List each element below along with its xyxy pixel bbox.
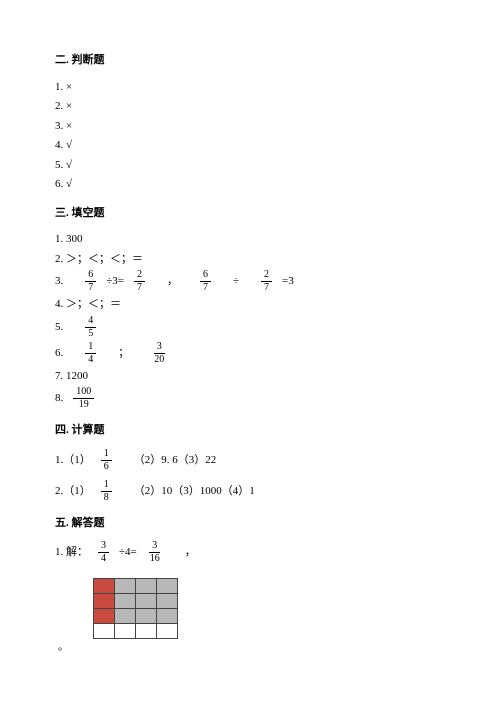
denominator: 5	[85, 328, 96, 339]
fraction: 18	[101, 480, 112, 503]
section5-title: 五. 解答题	[55, 515, 445, 532]
numerator: 2	[134, 270, 145, 282]
denominator: 16	[147, 553, 163, 564]
grid-cell	[157, 624, 178, 639]
text: （2）10（3）1000（4）1	[134, 483, 255, 500]
s4-l2: 2.（1） 18 （2）10（3）1000（4）1	[55, 480, 445, 503]
denominator: 7	[261, 282, 272, 293]
s2-item: 1. ×	[55, 79, 445, 96]
s3-l5: 5. 45	[55, 316, 445, 339]
text: ÷	[233, 273, 239, 290]
text: ÷4=	[119, 544, 137, 561]
numerator: 6	[200, 270, 211, 282]
numerator: 3	[154, 342, 165, 354]
grid-cell	[136, 594, 157, 609]
numerator: 3	[98, 541, 109, 553]
section2-title: 二. 判断题	[55, 52, 445, 69]
section4-title: 四. 计算题	[55, 422, 445, 439]
s2-item: 6. √	[55, 176, 445, 193]
answer-grid	[93, 578, 178, 639]
label: 8.	[55, 390, 63, 407]
grid-cell	[115, 579, 136, 594]
text: （2）9. 6（3）22	[134, 452, 217, 469]
s3-l1: 1. 300	[55, 231, 445, 248]
grid-cell	[115, 594, 136, 609]
fraction: 27	[261, 270, 272, 293]
s3-l3: 3. 67 ÷3= 27 ， 67 ÷ 27 =3	[55, 270, 445, 293]
numerator: 3	[149, 541, 160, 553]
s2-item: 2. ×	[55, 98, 445, 115]
denominator: 8	[101, 492, 112, 503]
label: 1. 解：	[55, 544, 88, 561]
fraction: 45	[85, 316, 96, 339]
grid-cell	[136, 579, 157, 594]
denominator: 4	[98, 553, 109, 564]
grid-cell	[157, 594, 178, 609]
numerator: 6	[85, 270, 96, 282]
denominator: 7	[85, 282, 96, 293]
grid-cell	[94, 624, 115, 639]
numerator: 100	[73, 387, 94, 399]
s3-l4: 4. ＞；＜；＝	[55, 296, 445, 313]
s2-item: 4. √	[55, 137, 445, 154]
numerator: 1	[101, 480, 112, 492]
s2-item: 3. ×	[55, 118, 445, 135]
fraction: 27	[134, 270, 145, 293]
denominator: 19	[76, 399, 92, 410]
denominator: 6	[101, 461, 112, 472]
text: ，	[185, 544, 196, 561]
text: ，	[167, 273, 178, 290]
denominator: 7	[134, 282, 145, 293]
numerator: 1	[101, 449, 112, 461]
s3-l6: 6. 14 ； 320	[55, 342, 445, 365]
grid-cell	[115, 609, 136, 624]
grid-cell	[94, 579, 115, 594]
grid-cell	[94, 609, 115, 624]
grid-cell	[157, 579, 178, 594]
label: 5.	[55, 319, 63, 336]
fraction: 316	[147, 541, 163, 564]
grid-cell	[94, 594, 115, 609]
text: ÷3=	[106, 273, 124, 290]
period: 。	[58, 642, 68, 653]
fraction: 10019	[73, 387, 94, 410]
fraction: 34	[98, 541, 109, 564]
fraction: 67	[85, 270, 96, 293]
grid-cell	[136, 609, 157, 624]
denominator: 20	[151, 354, 167, 365]
s4-l1: 1.（1） 16 （2）9. 6（3）22	[55, 449, 445, 472]
fraction: 320	[151, 342, 167, 365]
text: =3	[282, 273, 294, 290]
s5-l1: 1. 解： 34 ÷4= 316 ，	[55, 541, 445, 564]
text: ；	[118, 345, 129, 362]
s2-item: 5. √	[55, 157, 445, 174]
label: 6.	[55, 345, 63, 362]
denominator: 7	[200, 282, 211, 293]
grid-cell	[136, 624, 157, 639]
s3-l2: 2. ＞；＜；＜；＝	[55, 251, 445, 268]
label: 2.（1）	[55, 483, 91, 500]
fraction: 14	[85, 342, 96, 365]
grid-cell	[115, 624, 136, 639]
section3-title: 三. 填空题	[55, 205, 445, 222]
s3-l7: 7. 1200	[55, 368, 445, 385]
numerator: 1	[85, 342, 96, 354]
fraction: 67	[200, 270, 211, 293]
fraction: 16	[101, 449, 112, 472]
s3-l8: 8. 10019	[55, 387, 445, 410]
numerator: 4	[85, 316, 96, 328]
grid-cell	[157, 609, 178, 624]
denominator: 4	[85, 354, 96, 365]
numerator: 2	[261, 270, 272, 282]
label: 1.（1）	[55, 452, 91, 469]
label: 3.	[55, 273, 63, 290]
